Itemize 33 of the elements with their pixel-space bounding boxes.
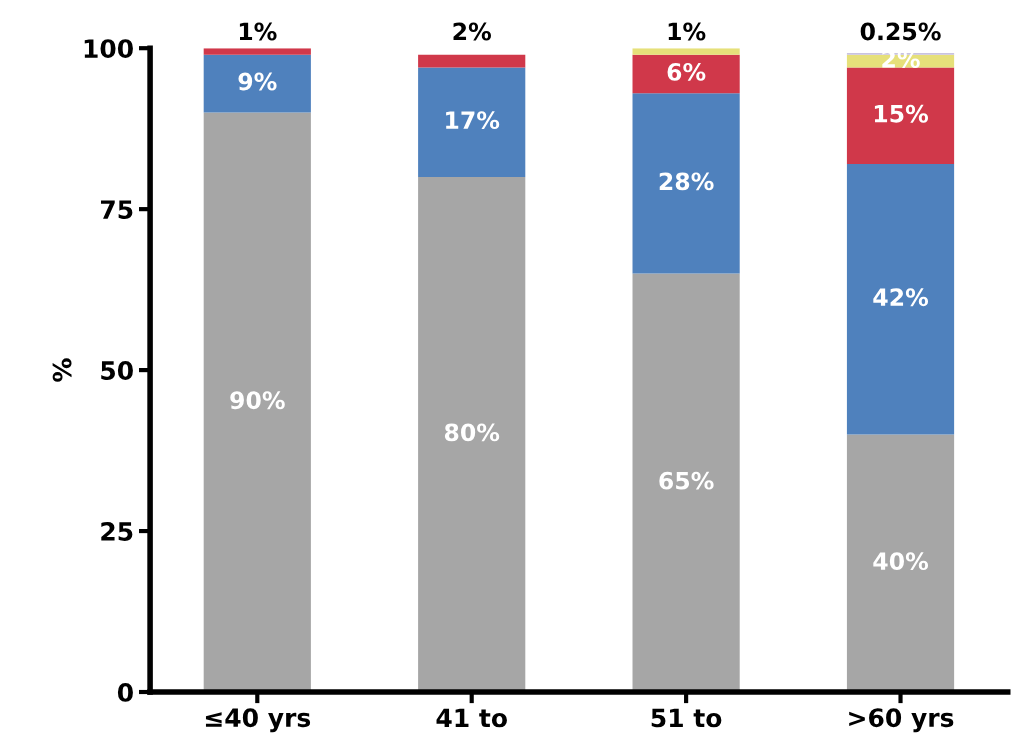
data-label: 28% [659, 172, 714, 191]
y-tick-label: 50 [101, 361, 133, 380]
data-label: 90% [230, 391, 285, 410]
bar [418, 67, 526, 177]
data-label: 42% [873, 288, 929, 307]
bar [846, 67, 955, 165]
data-label: 40% [873, 552, 929, 571]
bar [203, 54, 311, 113]
bar [632, 48, 740, 55]
bar [418, 54, 526, 68]
data-label: 2% [453, 22, 491, 41]
data-label: 17% [446, 111, 500, 130]
data-label: 9% [238, 72, 277, 91]
y-tick-label: 75 [101, 200, 133, 219]
x-tick-label: 51 to [651, 708, 722, 728]
x-tick-label: 41 to [436, 708, 507, 728]
data-label: 15% [874, 104, 929, 123]
bar [632, 54, 740, 94]
bar [632, 93, 740, 274]
x-tick-label: ≤40 yrs [205, 708, 311, 733]
data-label: 80% [444, 423, 500, 442]
data-label: 0.25% [860, 22, 941, 41]
data-label: 1% [239, 22, 277, 41]
bar [846, 164, 955, 435]
y-tick-label: 100 [84, 39, 133, 59]
y-tick-label: 0 [117, 682, 133, 702]
data-label: 1% [668, 22, 706, 41]
y-axis-title: % [52, 358, 72, 382]
data-label: 65% [659, 471, 714, 490]
bar [203, 48, 311, 55]
data-label: 6% [667, 62, 706, 81]
y-tick-label: 25 [101, 522, 133, 541]
x-tick-label: >60 yrs [849, 708, 954, 733]
